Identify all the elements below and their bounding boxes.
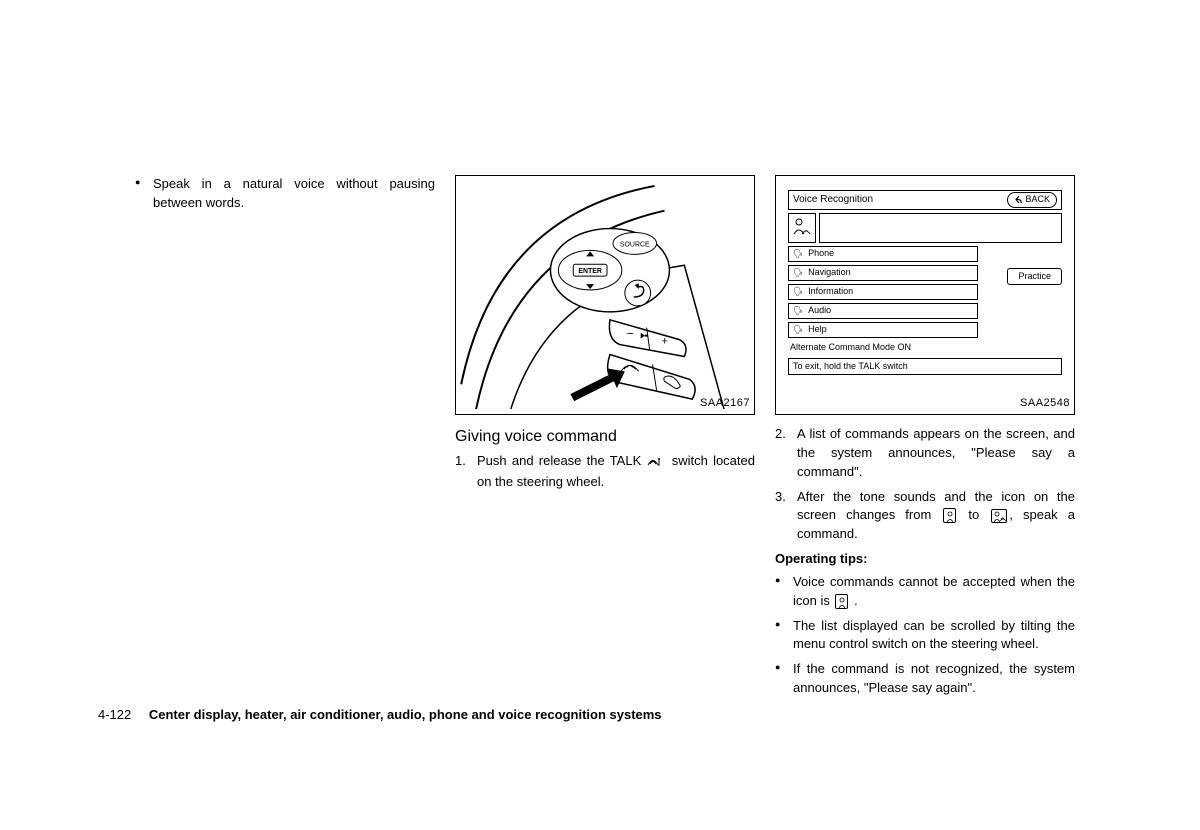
step-2: 2. A list of commands appears on the scr… [797, 425, 1075, 482]
svg-text:+: + [662, 336, 668, 348]
back-label: BACK [1025, 193, 1050, 206]
column-1: Speak in a natural voice without pausing… [135, 175, 435, 704]
talk-icon [646, 454, 666, 473]
column-3: Voice Recognition BACK [775, 175, 1075, 704]
page: Speak in a natural voice without pausing… [0, 0, 1200, 704]
step-3: 3. After the tone sounds and the icon on… [797, 488, 1075, 545]
back-arrow-icon [1014, 195, 1023, 204]
page-number: 4-122 [98, 707, 131, 722]
svg-text:ENTER: ENTER [578, 268, 602, 275]
tip-1: Voice commands cannot be accepted when t… [793, 573, 1075, 611]
giving-voice-command-heading: Giving voice command [455, 425, 755, 448]
svg-text:SOURCE: SOURCE [620, 241, 650, 248]
page-footer: 4-122 Center display, heater, air condit… [98, 707, 662, 722]
back-button: BACK [1007, 192, 1057, 207]
menu-information-label: Information [808, 285, 853, 298]
step-2-text: A list of commands appears on the screen… [797, 426, 1075, 479]
step-3-text-b: to [968, 507, 979, 522]
icon-state-2 [991, 509, 1007, 523]
tip-2: The list displayed can be scrolled by ti… [793, 617, 1075, 655]
figure-voice-recognition-screen: Voice Recognition BACK [775, 175, 1075, 415]
step-1-number: 1. [455, 452, 466, 471]
screen-header: Voice Recognition BACK [788, 190, 1062, 210]
col1-bullet: Speak in a natural voice without pausing… [153, 175, 435, 213]
menu-phone-label: Phone [808, 247, 834, 260]
menu-information: 🗣Information [788, 284, 978, 300]
status-line: Alternate Command Mode ON [788, 341, 1062, 354]
menu-navigation: 🗣Navigation [788, 265, 978, 281]
section-title: Center display, heater, air conditioner,… [149, 707, 662, 722]
svg-text:−: − [627, 327, 634, 341]
menu-audio-label: Audio [808, 304, 831, 317]
figure-1-label: SAA2167 [700, 396, 750, 412]
tip-1-text-b: . [854, 593, 858, 608]
step-3-number: 3. [775, 488, 786, 507]
prompt-row [788, 213, 1062, 243]
steering-wheel-illustration: SOURCE ENTER − + [456, 176, 754, 414]
column-2: SOURCE ENTER − + [455, 175, 755, 704]
tip-3: If the command is not recognized, the sy… [793, 660, 1075, 698]
prompt-field [819, 213, 1062, 243]
menu-phone: 🗣Phone [788, 246, 978, 262]
menu-audio: 🗣Audio [788, 303, 978, 319]
menu-help: 🗣Help [788, 322, 978, 338]
step-1: 1. Push and release the TALK switch loca… [477, 452, 755, 492]
menu-navigation-label: Navigation [808, 266, 851, 279]
menu-help-label: Help [808, 323, 827, 336]
screen-mock: Voice Recognition BACK [788, 190, 1062, 394]
step-2-number: 2. [775, 425, 786, 444]
prompt-person-icon [788, 213, 816, 243]
exit-line: To exit, hold the TALK switch [788, 358, 1062, 375]
icon-state-1 [943, 508, 956, 523]
operating-tips-heading: Operating tips: [775, 550, 1075, 569]
step-1-text-a: Push and release the TALK [477, 453, 641, 468]
practice-button: Practice [1007, 268, 1062, 285]
icon-state-1b [835, 594, 848, 609]
screen-title: Voice Recognition [793, 193, 873, 208]
figure-steering-wheel: SOURCE ENTER − + [455, 175, 755, 415]
figure-2-label: SAA2548 [1020, 396, 1070, 412]
